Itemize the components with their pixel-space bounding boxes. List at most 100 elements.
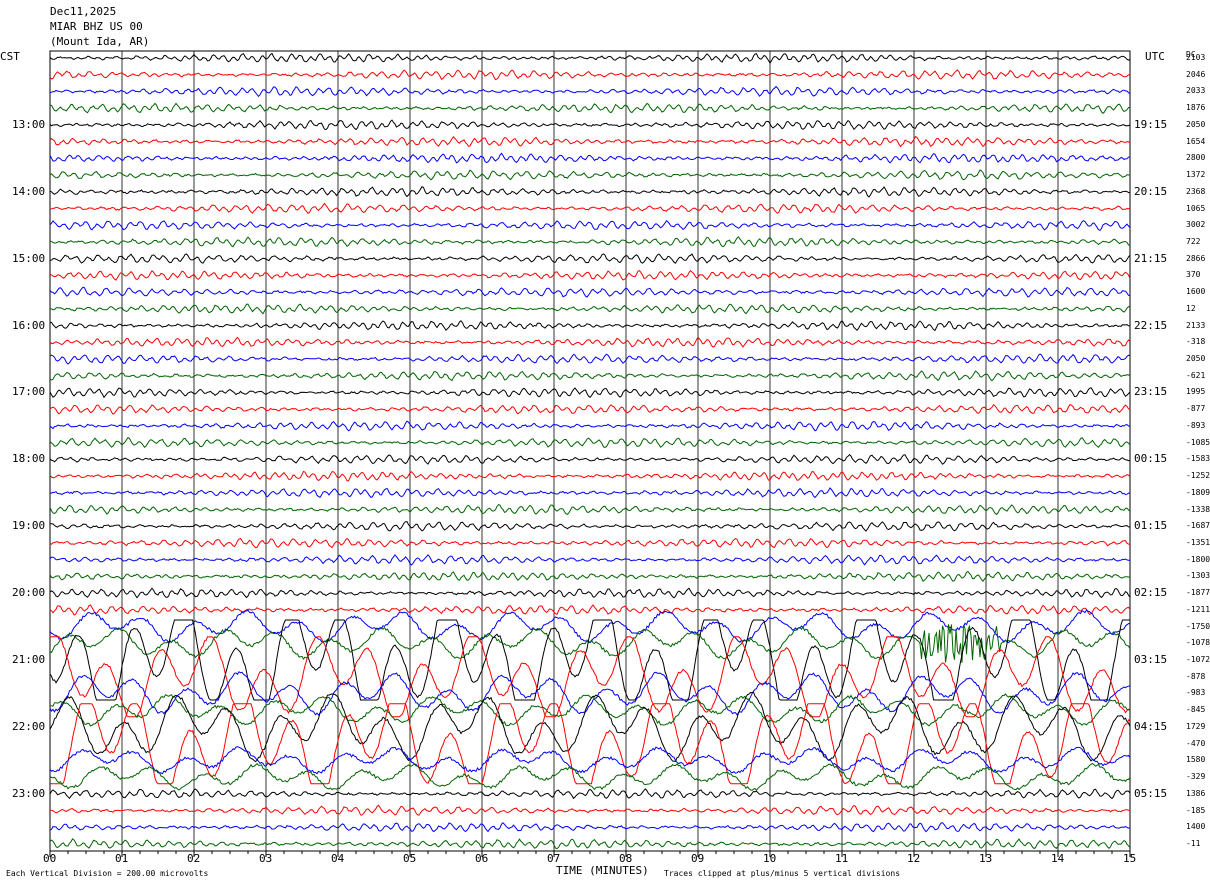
- trace-row: [49, 470, 1131, 482]
- trace-row: [49, 186, 1131, 198]
- utc-axis-label: UTC: [1145, 50, 1165, 63]
- dc-offset-label: -329: [1186, 772, 1206, 782]
- trace-row: [49, 804, 1130, 816]
- x-tick-label: 00: [43, 852, 57, 865]
- trace-row: [49, 152, 1131, 164]
- x-tick-label: 14: [1051, 852, 1065, 865]
- dc-offset-label: -1750: [1186, 621, 1210, 631]
- dc-offset-label: 1654: [1186, 136, 1206, 146]
- dc-offset-label: -983: [1186, 688, 1206, 698]
- dc-offset-label: -845: [1186, 705, 1206, 715]
- trace-row: [49, 838, 1131, 850]
- trace-row: [49, 253, 1131, 264]
- utc-hour-label: 01:15: [1134, 519, 1168, 533]
- cst-hour-label: 22:00: [12, 719, 46, 733]
- trace-row: [49, 69, 1131, 81]
- trace-row: [49, 169, 1131, 181]
- trace-row: [49, 703, 1131, 785]
- utc-hour-label: 21:15: [1134, 251, 1168, 265]
- trace-row: [49, 619, 1130, 701]
- x-tick-label: 04: [331, 852, 345, 865]
- x-tick-label: 09: [691, 852, 705, 865]
- dc-offset-label: 370: [1186, 270, 1201, 280]
- dc-offset-label: -1338: [1186, 504, 1210, 514]
- trace-row: [49, 353, 1131, 365]
- dc-offset-label: -1085: [1186, 437, 1210, 447]
- trace-row: [49, 487, 1131, 499]
- utc-hour-label: 04:15: [1134, 719, 1168, 733]
- trace-row: [49, 219, 1131, 231]
- dc-offset-label: 1600: [1186, 287, 1206, 297]
- dc-offset-label: -878: [1186, 671, 1206, 681]
- cst-hour-label: 20:00: [12, 586, 46, 600]
- dc-offset-label: -1072: [1186, 655, 1210, 665]
- utc-hour-label: 05:15: [1134, 786, 1168, 800]
- utc-hour-label: 00:15: [1134, 452, 1168, 466]
- dc-offset-label: -1583: [1186, 454, 1210, 464]
- trace-row: [49, 436, 1131, 449]
- trace-row: [49, 609, 1131, 644]
- dc-offset-label: 1729: [1186, 721, 1206, 731]
- utc-hour-label: 19:15: [1134, 117, 1168, 131]
- trace-row: [49, 762, 1131, 792]
- dc-offset-label: -621: [1186, 370, 1206, 380]
- dc-offset-label: -185: [1186, 805, 1206, 815]
- dc-offset-label: 722: [1186, 236, 1201, 246]
- x-tick-label: 03: [259, 852, 273, 865]
- trace-row: [49, 570, 1131, 583]
- dc-offset-label: 2103: [1186, 53, 1206, 62]
- trace-row: [49, 503, 1131, 516]
- trace-row: [50, 303, 1131, 315]
- trace-row: [49, 587, 1131, 599]
- dc-offset-label: 2050: [1186, 119, 1206, 129]
- trace-row: [49, 420, 1131, 432]
- x-tick-label: 13: [979, 852, 993, 865]
- trace-row: [49, 671, 1131, 716]
- trace-row: [49, 746, 1131, 775]
- cst-hour-label: 13:00: [12, 117, 46, 131]
- trace-row: [49, 370, 1131, 382]
- dc-offset-label: 1876: [1186, 103, 1206, 113]
- dc-offset-label: 2133: [1186, 320, 1206, 330]
- dc-offset-label: -1252: [1186, 471, 1210, 481]
- trace-row: [49, 693, 1131, 727]
- x-tick-label: 12: [907, 852, 921, 865]
- dc-offset-label: -1303: [1186, 571, 1210, 581]
- x-tick-label: 01: [115, 852, 129, 865]
- dc-offset-label: -1078: [1186, 638, 1210, 648]
- trace-row: [49, 135, 1131, 148]
- utc-hour-label: 20:15: [1134, 184, 1168, 198]
- cst-hour-label: 19:00: [12, 519, 46, 533]
- trace-row: [49, 236, 1131, 248]
- cst-hour-label: 14:00: [12, 184, 46, 198]
- trace-row: [49, 624, 1131, 663]
- x-tick-label: 15: [1123, 852, 1137, 865]
- utc-hour-label: 23:15: [1134, 385, 1168, 399]
- dc-offset-label: 2866: [1186, 253, 1206, 263]
- trace-row: [49, 554, 1131, 566]
- trace-row: [50, 636, 1131, 718]
- cst-hour-label: 16:00: [12, 318, 46, 332]
- trace-row: [49, 52, 1131, 65]
- cst-hour-label: 15:00: [12, 251, 46, 265]
- dc-offset-label: 1995: [1186, 387, 1206, 397]
- dc-label: DC: [1186, 50, 1196, 59]
- dc-offset-label: 2046: [1186, 69, 1206, 79]
- trace-row: [49, 102, 1131, 114]
- trace-row: [49, 286, 1131, 298]
- trace-row: [49, 537, 1131, 549]
- trace-row: [49, 521, 1131, 532]
- x-tick-label: 06: [475, 852, 489, 865]
- clip-note: Traces clipped at plus/minus 5 vertical …: [664, 869, 901, 878]
- dc-offset-label: 1065: [1186, 203, 1206, 213]
- dc-offset-label: -1351: [1186, 537, 1210, 547]
- cst-hour-label: 21:00: [12, 653, 46, 667]
- trace-row: [49, 604, 1131, 616]
- trace-row: [49, 336, 1131, 348]
- x-tick-label: 10: [763, 852, 777, 865]
- dc-offset-label: -1211: [1186, 604, 1210, 614]
- dc-offset-label: 2033: [1186, 86, 1206, 96]
- dc-offset-label: 12: [1186, 303, 1196, 313]
- utc-hour-label: 03:15: [1134, 653, 1168, 667]
- trace-row: [49, 822, 1131, 833]
